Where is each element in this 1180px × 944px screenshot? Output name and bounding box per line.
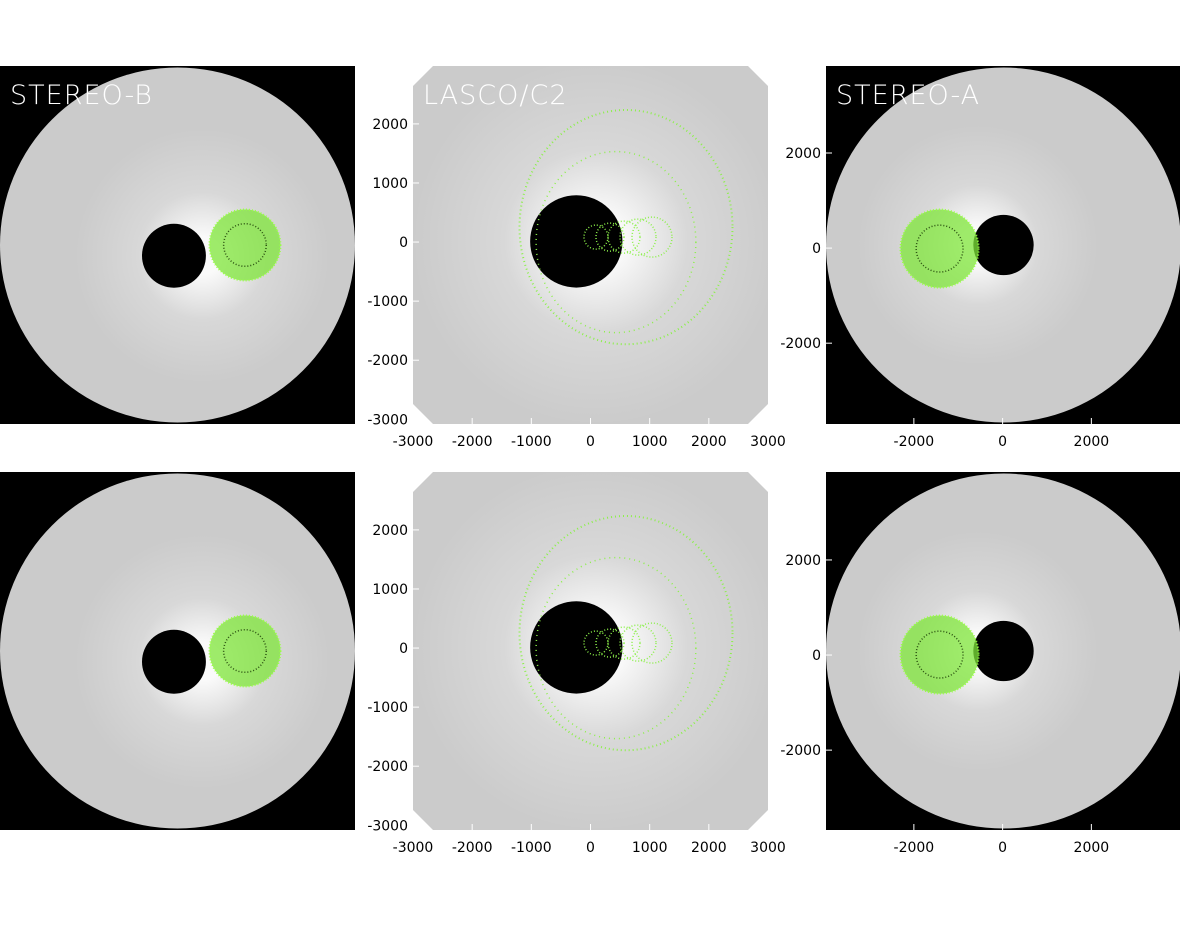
model-shell xyxy=(535,556,697,740)
panel: -3000 -2000 -1000 0 1000 2000 3000 -3000 -2000 -1… xyxy=(367,472,786,856)
model-shell xyxy=(208,614,282,688)
occulter xyxy=(530,601,623,694)
coronagraph-image xyxy=(0,67,355,423)
x-tick-label: -1000 xyxy=(511,434,552,450)
coronagraph-image xyxy=(0,473,355,829)
panel: STEREO-A -2000 0 2000 -2000 0 2000 xyxy=(780,66,1180,450)
model-shell xyxy=(915,630,964,679)
model-shell xyxy=(518,514,734,752)
occulter xyxy=(142,223,206,288)
panel-title: STEREO-A xyxy=(836,80,980,111)
y-tick-label: -3000 xyxy=(367,412,408,428)
y-tick-label: 2000 xyxy=(785,553,821,569)
x-tick-label: 2000 xyxy=(691,840,727,856)
x-tick-label: -3000 xyxy=(393,434,434,450)
x-tick-label: -2000 xyxy=(452,434,493,450)
panel-title: LASCO/C2 xyxy=(423,80,568,111)
model-loop xyxy=(631,622,673,664)
y-tick-label: -2000 xyxy=(367,353,408,369)
model-loop xyxy=(607,626,641,660)
model-loop xyxy=(595,628,625,658)
model-shell xyxy=(535,150,697,334)
occulter xyxy=(973,214,1034,276)
panel xyxy=(0,472,355,830)
coronagraph-image xyxy=(826,473,1180,829)
model-shell xyxy=(208,208,282,282)
model-loop xyxy=(619,218,657,256)
x-tick-label: 0 xyxy=(586,434,595,450)
occulter xyxy=(530,195,623,288)
y-tick-label: -2000 xyxy=(780,336,821,352)
x-tick-label: 1000 xyxy=(632,840,668,856)
x-tick-label: -2000 xyxy=(452,840,493,856)
coronagraph-image xyxy=(413,472,768,830)
y-tick-label: 2000 xyxy=(785,146,821,162)
y-tick-label: 0 xyxy=(812,648,821,664)
y-tick-label: -3000 xyxy=(367,818,408,834)
model-loop xyxy=(607,220,641,254)
model-loop xyxy=(631,216,673,258)
y-tick-label: -1000 xyxy=(367,700,408,716)
x-tick-label: 2000 xyxy=(691,434,727,450)
panel: LASCO/C2 -3000 -2000 -1000 0 1000 2000 3000 -300… xyxy=(367,66,786,450)
model-shell xyxy=(222,222,267,268)
y-tick-label: 1000 xyxy=(372,176,408,192)
x-tick-label: -2000 xyxy=(894,434,935,450)
model-shell xyxy=(915,224,964,273)
x-tick-label: 3000 xyxy=(750,840,786,856)
occulter xyxy=(973,620,1034,682)
coronagraph-image xyxy=(826,67,1180,423)
x-tick-label: 2000 xyxy=(1074,840,1110,856)
x-tick-label: 2000 xyxy=(1074,434,1110,450)
y-tick-label: -1000 xyxy=(367,294,408,310)
model-shell xyxy=(899,614,980,695)
x-tick-label: -1000 xyxy=(511,840,552,856)
x-tick-label: -3000 xyxy=(393,840,434,856)
y-tick-label: 1000 xyxy=(372,582,408,598)
y-tick-label: 2000 xyxy=(372,117,408,133)
model-loop xyxy=(619,624,657,662)
model-loop xyxy=(595,222,625,252)
y-tick-label: 0 xyxy=(399,641,408,657)
x-tick-label: 0 xyxy=(998,434,1007,450)
coronagraph-image xyxy=(413,66,768,424)
x-tick-label: 3000 xyxy=(750,434,786,450)
model-shell xyxy=(899,208,980,289)
panel: -2000 0 2000 -2000 0 2000 xyxy=(780,472,1180,856)
occulter xyxy=(142,629,206,694)
x-tick-label: 1000 xyxy=(632,434,668,450)
model-shell xyxy=(518,108,734,346)
model-loop xyxy=(583,224,609,250)
panel-title: STEREO-B xyxy=(10,80,153,111)
panel: STEREO-B xyxy=(0,66,355,424)
model-shell xyxy=(222,628,267,674)
y-tick-label: -2000 xyxy=(780,743,821,759)
y-tick-label: 2000 xyxy=(372,523,408,539)
x-tick-label: -2000 xyxy=(894,840,935,856)
y-tick-label: 0 xyxy=(812,241,821,257)
x-tick-label: 0 xyxy=(586,840,595,856)
y-tick-label: 0 xyxy=(399,235,408,251)
model-loop xyxy=(583,630,609,656)
x-tick-label: 0 xyxy=(998,840,1007,856)
y-tick-label: -2000 xyxy=(367,759,408,775)
